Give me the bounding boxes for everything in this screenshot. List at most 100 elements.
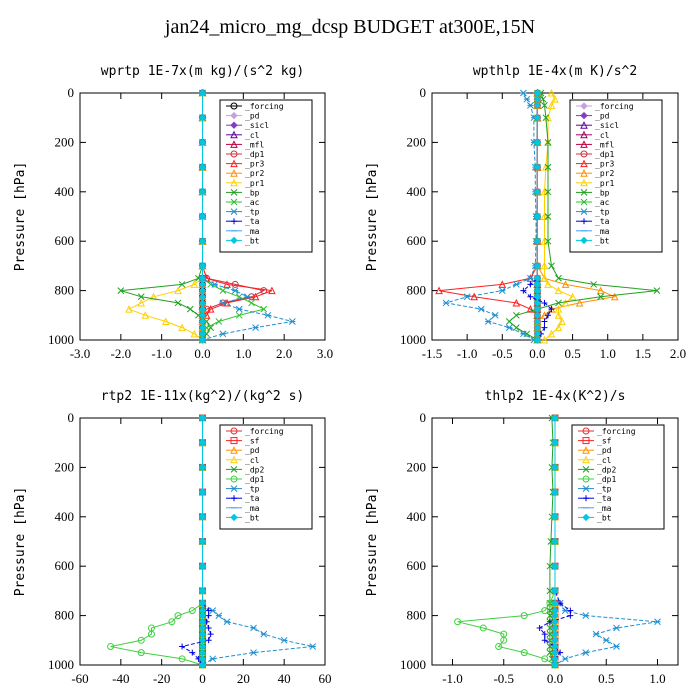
data-point: [561, 298, 570, 307]
legend-item: _ta: [226, 217, 260, 226]
legend-marker: [582, 513, 590, 522]
legend-marker: [581, 218, 587, 225]
data-point: [527, 274, 534, 282]
legend-marker: [580, 150, 588, 158]
x-tick-label: 1.0: [600, 346, 616, 361]
data-point: [168, 618, 176, 626]
data-point: [231, 280, 239, 288]
data-point: [554, 323, 563, 332]
data-point: [546, 612, 554, 619]
legend-item: _sicl: [576, 121, 619, 130]
data-point: [551, 463, 559, 472]
data-point: [541, 655, 549, 663]
x-tick-label: 0.0: [194, 346, 210, 361]
x-tick-label: 0.5: [598, 671, 614, 686]
legend-label: _tp: [597, 485, 612, 494]
data-point: [477, 305, 485, 313]
x-tick-label: -1.0: [151, 346, 172, 361]
series-line: [110, 418, 203, 666]
legend-marker: [230, 437, 238, 445]
data-point: [219, 330, 227, 338]
legend-label: _ta: [245, 494, 260, 503]
legend-marker: [582, 485, 590, 492]
data-point: [174, 612, 182, 620]
legend-item: _forcing: [226, 102, 284, 111]
data-point: [235, 311, 243, 319]
y-axis-label: Pressure [hPa]: [365, 162, 380, 272]
data-point: [198, 163, 207, 171]
legend-marker: [580, 208, 588, 215]
data-point: [533, 262, 542, 270]
legend: _forcing_sf_pd_cl_dp2_dp1_tp_ta_ma_bt: [219, 424, 313, 530]
y-tick-label: 200: [407, 459, 427, 474]
legend-item: _ta: [578, 494, 612, 503]
y-tick-label: 600: [55, 558, 75, 573]
data-point: [198, 336, 207, 344]
legend-label: _ta: [595, 217, 610, 226]
data-point: [251, 292, 260, 301]
data-point: [248, 299, 255, 307]
data-point: [137, 298, 146, 307]
data-point: [147, 630, 155, 638]
legend-item: _dp1: [576, 150, 614, 159]
legend-marker: [582, 466, 590, 473]
y-tick-label: 1000: [48, 657, 74, 672]
data-point: [592, 630, 600, 638]
data-point: [500, 636, 508, 644]
legend-label: _pr2: [595, 169, 614, 178]
data-point: [512, 324, 520, 332]
data-point: [541, 318, 548, 325]
series-bt: [198, 414, 207, 669]
legend-label: _mfl: [595, 140, 614, 149]
data-point: [491, 311, 499, 319]
data-point: [533, 237, 542, 245]
y-axis-label: Pressure [hPa]: [365, 487, 380, 597]
legend-item: _tp: [576, 208, 610, 217]
legend-item: _pd: [226, 446, 260, 455]
data-point: [539, 95, 547, 103]
legend-label: _bp: [245, 188, 260, 197]
data-point: [186, 305, 194, 313]
y-tick-label: 600: [55, 233, 75, 248]
legend-label: _pr3: [595, 160, 614, 169]
series-line: [544, 92, 574, 341]
legend-item: _pr1: [576, 178, 614, 188]
data-point: [527, 293, 534, 300]
legend-item: _ma: [226, 227, 260, 236]
x-tick-label: -0.5: [493, 671, 514, 686]
legend-label: _ta: [597, 494, 612, 503]
data-point: [551, 661, 559, 669]
legend-label: _forcing: [245, 427, 284, 436]
y-tick-label: 1000: [400, 332, 426, 347]
data-point: [526, 305, 535, 313]
legend-marker: [230, 140, 238, 148]
legend-label: _ta: [245, 217, 260, 226]
data-point: [244, 293, 251, 301]
data-point: [542, 114, 550, 122]
data-point: [505, 324, 513, 332]
y-axis-label: Pressure [hPa]: [13, 162, 28, 272]
y-tick-label: 0: [420, 85, 427, 100]
legend-label: _cl: [245, 131, 260, 140]
legend-item: _pr3: [226, 159, 264, 169]
data-point: [533, 163, 542, 171]
chart-title: wpthlp 1E-4x(m K)/s^2: [473, 64, 637, 79]
legend-label: _sf: [245, 437, 260, 446]
legend-item: _bt: [576, 236, 610, 245]
legend-marker: [231, 495, 237, 502]
legend-marker: [230, 178, 238, 187]
data-point: [215, 612, 223, 619]
legend-label: _forcing: [595, 102, 634, 111]
legend-marker: [230, 446, 238, 454]
data-point: [613, 643, 620, 650]
legend-label: _pr1: [595, 179, 614, 188]
legend-label: _cl: [245, 456, 260, 465]
data-point: [544, 312, 551, 319]
legend-item: _sf: [578, 437, 612, 446]
legend-label: _sicl: [595, 121, 619, 130]
data-point: [541, 299, 548, 306]
legend-label: _pd: [597, 446, 612, 455]
data-point: [520, 330, 527, 338]
x-tick-label: 1.0: [235, 346, 251, 361]
x-tick-label: -3.0: [70, 346, 91, 361]
